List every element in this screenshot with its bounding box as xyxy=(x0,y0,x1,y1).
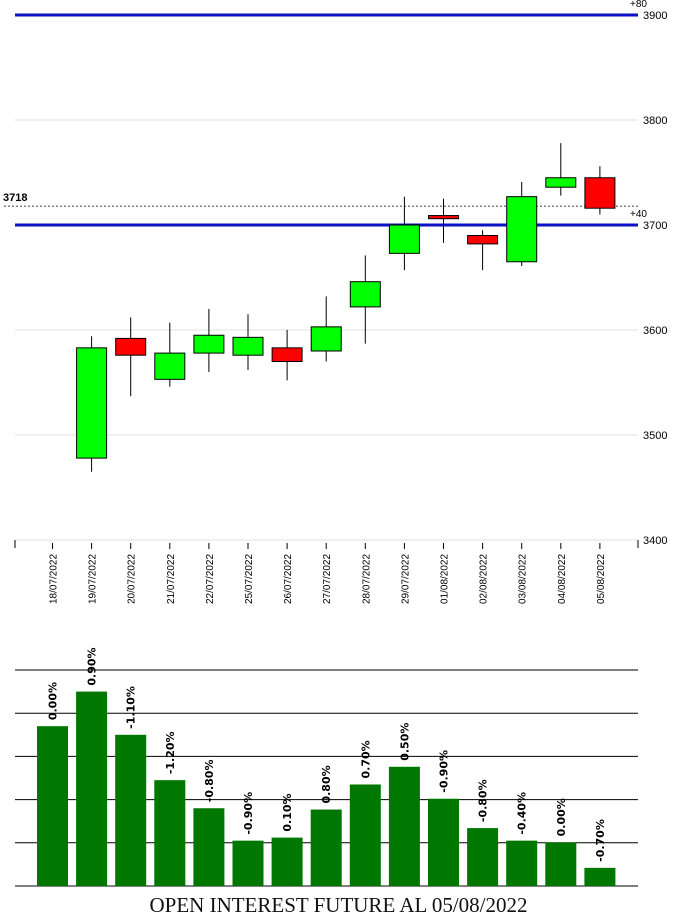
open-interest-bar-label: -0.90% xyxy=(438,750,451,793)
price-x-tick-label: 22/07/2022 xyxy=(205,554,216,604)
price-x-tick-label: 21/07/2022 xyxy=(166,554,177,604)
open-interest-bar-label: -0.80% xyxy=(203,760,216,803)
price-x-tick-label: 26/07/2022 xyxy=(283,554,294,604)
open-interest-bar-label: -0.40% xyxy=(516,792,529,835)
candle-body xyxy=(506,196,538,263)
open-interest-bar xyxy=(584,867,616,886)
price-x-tick-label: 04/08/2022 xyxy=(557,554,568,604)
price-x-tick-label: 25/07/2022 xyxy=(244,554,255,604)
candle-body xyxy=(584,177,616,209)
price-x-tick-label: 01/08/2022 xyxy=(440,554,451,604)
open-interest-bar xyxy=(76,691,108,886)
open-interest-bar-label: -0.70% xyxy=(594,819,607,862)
open-interest-bar xyxy=(428,798,459,886)
candle-body xyxy=(545,177,577,188)
open-interest-bar xyxy=(115,734,147,886)
candle-body xyxy=(76,347,108,459)
open-interest-bar xyxy=(271,837,303,886)
candle-body xyxy=(154,352,186,380)
open-interest-bar-label: -1.10% xyxy=(125,686,138,729)
open-interest-bar-label: 0.00% xyxy=(47,682,60,720)
open-interest-bar-label: 0.90% xyxy=(86,647,99,685)
open-interest-bar-label: -0.90% xyxy=(242,792,255,835)
chart-area: 3900 3800 3700 3600 3500 3400 +80 +40 3718 18/07/… xyxy=(3,0,667,887)
open-interest-bar-label: 0.10% xyxy=(281,793,294,831)
open-interest-bar xyxy=(545,842,577,886)
open-interest-bar xyxy=(154,780,186,886)
open-interest-bar xyxy=(388,766,420,886)
candle-body xyxy=(467,235,499,245)
candle-body xyxy=(310,326,342,352)
open-interest-bar xyxy=(37,726,68,886)
price-y-tick-label: 3600 xyxy=(643,325,667,337)
price-x-tick-label: 05/08/2022 xyxy=(596,554,607,604)
candle-body xyxy=(428,215,459,220)
price-x-tick-label: 20/07/2022 xyxy=(127,554,138,604)
candle-body xyxy=(115,337,147,356)
level-label: +40 xyxy=(630,209,647,220)
last-price-label: 3718 xyxy=(3,192,27,204)
price-x-tick-label: 02/08/2022 xyxy=(479,554,490,604)
price-y-tick-label: 3400 xyxy=(643,535,667,547)
price-y-tick-label: 3700 xyxy=(643,220,667,232)
open-interest-bar xyxy=(467,828,499,886)
price-x-tick-label: 28/07/2022 xyxy=(361,554,372,604)
open-interest-bar xyxy=(310,809,342,886)
price-x-tick-label: 18/07/2022 xyxy=(49,554,60,604)
candle-body xyxy=(388,224,420,254)
open-interest-bar-label: 0.80% xyxy=(320,765,333,803)
price-x-tick-label: 27/07/2022 xyxy=(322,554,333,604)
open-interest-bar-label: 0.00% xyxy=(555,798,568,836)
price-y-tick-label: 3500 xyxy=(643,430,667,442)
open-interest-bar xyxy=(232,840,264,886)
price-y-tick-label: 3900 xyxy=(643,10,667,22)
open-interest-bar xyxy=(349,784,381,886)
price-x-tick-label: 03/08/2022 xyxy=(518,554,529,604)
chart-footer-title: OPEN INTEREST FUTURE AL 05/08/2022 xyxy=(149,893,528,917)
price-x-tick-label: 19/07/2022 xyxy=(88,554,99,604)
open-interest-bar xyxy=(506,840,538,886)
candle-body xyxy=(271,347,303,363)
level-label: +80 xyxy=(630,0,647,10)
price-y-tick-label: 3800 xyxy=(643,115,667,127)
candle-body xyxy=(232,336,264,356)
open-interest-bar-label: 0.70% xyxy=(359,740,372,778)
candle-body xyxy=(349,281,381,308)
open-interest-bar-label: -0.80% xyxy=(477,779,490,822)
open-interest-bar-label: -1.20% xyxy=(164,731,177,774)
price-x-tick-label: 29/07/2022 xyxy=(400,554,411,604)
open-interest-bar-label: 0.50% xyxy=(398,723,411,761)
candle-body xyxy=(193,334,225,354)
open-interest-bar xyxy=(193,808,225,886)
